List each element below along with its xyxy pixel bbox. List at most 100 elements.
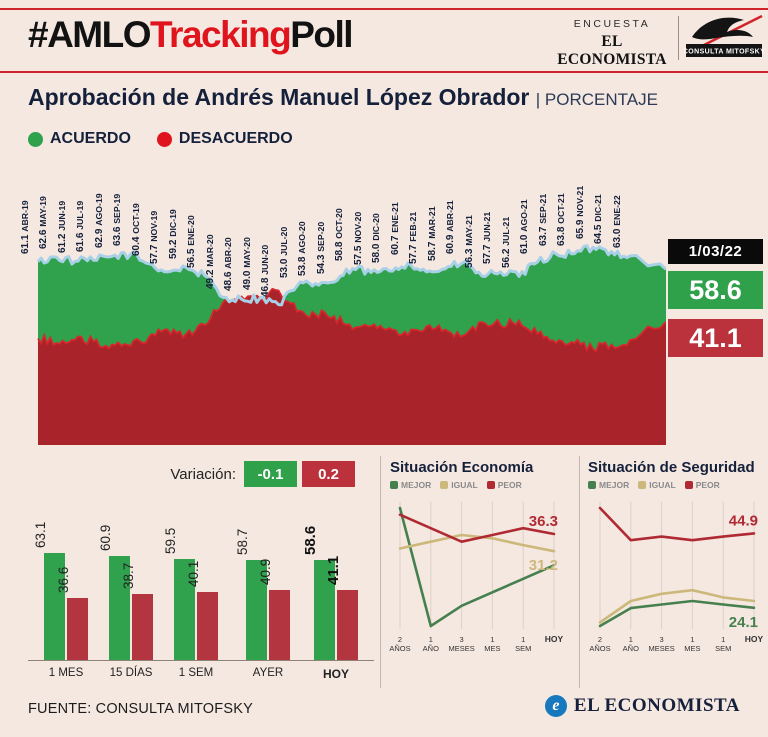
x-tick-label: MES xyxy=(684,644,700,653)
bar-value-label: 40.9 xyxy=(257,559,273,586)
bar-value-label: 63.1 xyxy=(32,521,48,548)
x-tick-label: 1 xyxy=(490,635,494,644)
approve-bar xyxy=(314,560,335,660)
series-end-label: 31.2 xyxy=(529,557,558,574)
legend-label: MEJOR xyxy=(599,480,630,490)
approval-trend-line xyxy=(36,244,666,307)
section-title: Aprobación de Andrés Manuel López Obrado… xyxy=(28,84,658,111)
x-tick-label: 1 xyxy=(429,635,433,644)
disapprove-bar xyxy=(269,590,290,660)
legend-item-igual: IGUAL xyxy=(638,480,676,490)
series-line-igual xyxy=(598,588,756,624)
legend-label-acuerdo: ACUERDO xyxy=(50,130,131,147)
economy-legend: MEJOR IGUAL PEOR xyxy=(390,480,522,490)
panel-divider xyxy=(579,456,580,688)
approval-area-chart xyxy=(36,244,666,445)
x-tick-label: SEM xyxy=(715,644,731,653)
legend-marker-icon xyxy=(588,481,596,489)
legend-item-acuerdo: ACUERDO xyxy=(28,130,131,148)
x-tick-label: 1 xyxy=(521,635,525,644)
legend-label: IGUAL xyxy=(649,480,676,490)
series-line-mejor xyxy=(398,506,556,628)
legend-item-peor: PEOR xyxy=(684,480,720,490)
source-label: FUENTE: CONSULTA MITOFSKY xyxy=(28,701,253,717)
bars-axis xyxy=(28,660,374,661)
security-legend: MEJOR IGUAL PEOR xyxy=(588,480,720,490)
bar-category-label: 15 DÍAS xyxy=(109,667,153,679)
section-subtitle: | PORCENTAJE xyxy=(535,90,658,109)
series-line-mejor xyxy=(598,599,756,628)
legend-marker-icon xyxy=(638,481,647,489)
legend-item-igual: IGUAL xyxy=(440,480,478,490)
disapprove-bar xyxy=(337,590,358,660)
latest-date-box: 1/03/22 xyxy=(668,239,763,264)
economista-logo: e EL ECONOMISTA xyxy=(544,695,740,717)
mitofsky-logo: CONSULTA MITOFSKY xyxy=(684,14,764,57)
title-poll: Poll xyxy=(290,14,353,55)
series-line-peor xyxy=(398,513,556,544)
latest-disapprove-box: 41.1 xyxy=(668,319,763,357)
legend-label: MEJOR xyxy=(401,480,432,490)
bar-value-label: 40.1 xyxy=(185,560,201,587)
rooster-icon xyxy=(692,17,753,40)
bar-value-label: 41.1 xyxy=(324,555,342,586)
x-tick-label: 2 xyxy=(598,635,602,644)
x-tick-label: HOY xyxy=(545,634,564,644)
approve-bar xyxy=(246,560,267,660)
series-line-igual xyxy=(398,533,556,553)
legend-item-peor: PEOR xyxy=(486,480,522,490)
series-end-label: 36.3 xyxy=(529,513,558,530)
bar-category-label: 1 MES xyxy=(48,667,84,679)
mitofsky-label: CONSULTA MITOFSKY xyxy=(684,49,764,56)
logo-box xyxy=(686,44,762,57)
variation-label: Variación: xyxy=(170,466,236,483)
acuerdo-dot-icon xyxy=(28,131,43,147)
approve-bar xyxy=(109,556,130,660)
bar-value-label: 59.5 xyxy=(162,527,178,554)
main-legend: ACUERDO DESACUERDO xyxy=(28,130,293,148)
legend-label: PEOR xyxy=(695,480,720,490)
disapproval-area xyxy=(38,288,666,445)
disapprove-bar xyxy=(67,597,88,660)
encuesta-label: ENCUESTA xyxy=(573,18,651,30)
legend-label-desacuerdo: DESACUERDO xyxy=(178,130,293,147)
bar-value-label: 58.7 xyxy=(234,528,250,556)
economista-masthead: EL ECONOMISTA xyxy=(557,33,667,68)
approve-bar xyxy=(174,558,195,660)
page-title: #AMLOTrackingPoll xyxy=(28,14,354,56)
x-tick-label: AÑO xyxy=(623,644,639,653)
economy-panel-title: Situación Economía xyxy=(390,459,534,476)
legend-item-mejor: MEJOR xyxy=(588,480,629,490)
bar-category-label: AYER xyxy=(252,667,284,679)
legend-marker-icon xyxy=(390,481,398,489)
x-tick-label: 2 xyxy=(398,635,402,644)
desacuerdo-dot-icon xyxy=(156,131,172,147)
legend-marker-icon xyxy=(684,481,693,489)
x-tick-label: MES xyxy=(484,644,500,653)
header-divider xyxy=(678,16,679,60)
bar-value-label: 38.7 xyxy=(120,562,136,590)
approve-bar xyxy=(44,552,65,660)
x-tick-label: HOY xyxy=(745,634,764,644)
x-tick-label: MESES xyxy=(648,644,674,653)
legend-item-mejor: MEJOR xyxy=(390,480,431,490)
variation-disapprove-box: 0.2 xyxy=(302,461,355,487)
series-line-peor xyxy=(598,506,756,542)
economista-icon: e xyxy=(544,695,567,717)
title-hashtag-amlo: #AMLO xyxy=(28,14,152,55)
legend-label: PEOR xyxy=(497,480,522,490)
disapprove-bar xyxy=(197,591,218,660)
legend-label: IGUAL xyxy=(451,480,478,490)
title-tracking: Tracking xyxy=(150,14,292,55)
x-tick-label: AÑO xyxy=(423,644,439,653)
economista-wordmark: EL ECONOMISTA xyxy=(573,695,740,716)
series-end-label: 44.9 xyxy=(729,512,758,529)
disapproval-edge-line xyxy=(37,287,666,353)
variation-approve-box: -0.1 xyxy=(244,461,297,487)
security-panel-title: Situación de Seguridad xyxy=(588,459,755,476)
latest-approve-box: 58.6 xyxy=(668,271,763,309)
series-end-label: 24.1 xyxy=(729,614,758,631)
